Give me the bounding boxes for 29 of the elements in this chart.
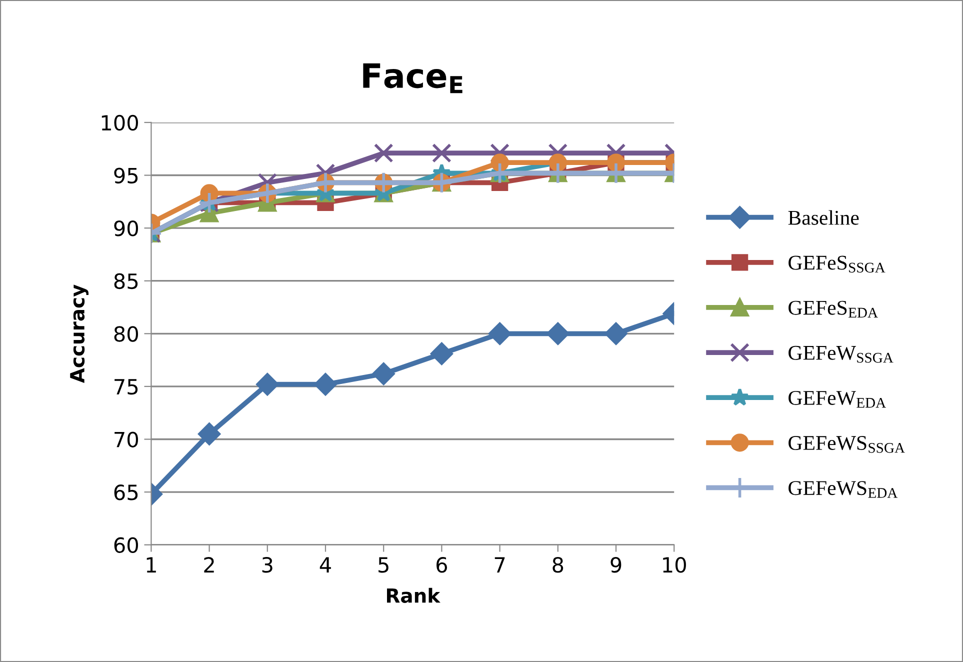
y-tick-label: 80 <box>114 326 138 342</box>
y-tick-label: 85 <box>114 273 138 290</box>
x-tick-label: 3 <box>262 557 272 573</box>
y-tick-label: 75 <box>114 379 138 395</box>
y-tick-label: 60 <box>114 537 138 554</box>
legend-label: GEFeWS$_{SSGA}$ <box>788 436 905 453</box>
x-tick-label: 2 <box>204 557 214 572</box>
y-tick-label: 95 <box>114 168 138 184</box>
x-tick-label: 6 <box>436 557 448 573</box>
legend-label: GEFeS$_{EDA}$ <box>788 300 878 318</box>
legend-label: GEFeW$_{EDA}$ <box>788 390 886 408</box>
x-tick-label: 9 <box>610 557 622 573</box>
y-axis-title: Accuracy <box>70 284 89 383</box>
x-tick-label: 10 <box>663 557 686 573</box>
y-tick-label: 70 <box>114 432 138 448</box>
x-tick-label: 8 <box>552 557 564 573</box>
y-tick-label: 65 <box>114 484 138 500</box>
legend-label: GEFeS$_{SSGA}$ <box>788 256 886 273</box>
y-tick-label: 90 <box>114 220 138 236</box>
x-tick-label: 1 <box>146 557 156 572</box>
legend-label: GEFeW$_{SSGA}$ <box>788 346 894 363</box>
legend-label: Baseline <box>788 210 859 225</box>
x-axis-title: Rank <box>387 588 440 603</box>
chart-title: Face$_{E}$ <box>363 63 462 94</box>
y-tick-label: 100 <box>102 114 138 131</box>
x-tick-label: 4 <box>320 557 331 572</box>
x-tick-label: 5 <box>378 557 388 573</box>
x-tick-label: 7 <box>494 557 505 572</box>
legend-label: GEFeWS$_{EDA}$ <box>788 481 898 498</box>
